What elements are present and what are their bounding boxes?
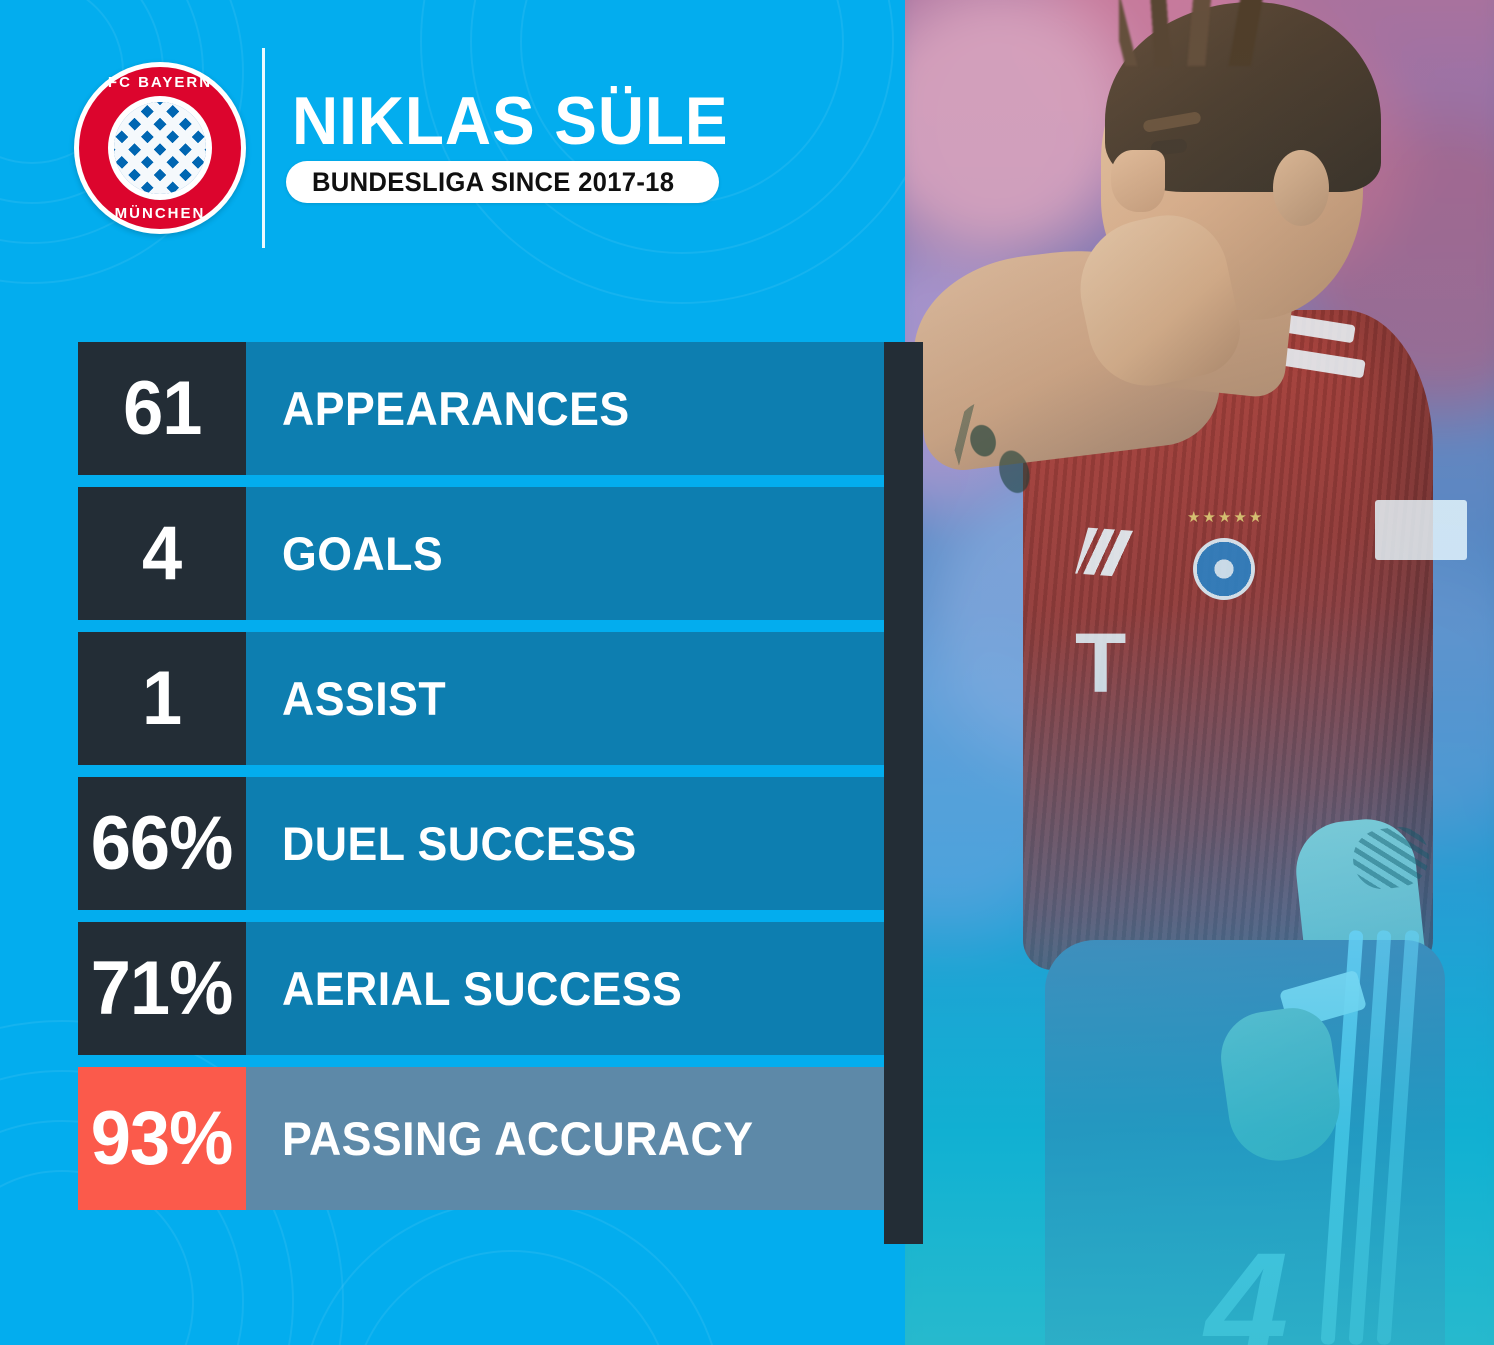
stat-label: GOALS xyxy=(282,527,444,580)
header-divider xyxy=(262,48,265,248)
stat-label: DUEL SUCCESS xyxy=(282,817,637,870)
stat-value-box: 4 xyxy=(78,487,246,620)
subtitle-badge: BUNDESLIGA SINCE 2017-18 xyxy=(286,161,720,203)
stat-label-bar: APPEARANCES xyxy=(246,342,884,475)
stat-label-bar: DUEL SUCCESS xyxy=(246,777,884,910)
stat-value-box-highlighted: 93% xyxy=(78,1067,246,1210)
photo-color-tint xyxy=(905,0,1494,1345)
stat-label-bar-highlighted: PASSING ACCURACY xyxy=(246,1067,884,1210)
stat-value: 93% xyxy=(91,1095,234,1181)
stat-value-box: 71% xyxy=(78,922,246,1055)
stat-label: PASSING ACCURACY xyxy=(282,1112,754,1165)
stats-panel: 61 APPEARANCES 4 GOALS 1 ASSIST 66% xyxy=(78,342,923,1244)
stat-label-bar: ASSIST xyxy=(246,632,884,765)
stat-value: 61 xyxy=(122,365,202,451)
stat-value: 1 xyxy=(142,655,182,741)
stat-value-box: 66% xyxy=(78,777,246,910)
stat-label: ASSIST xyxy=(282,672,447,725)
club-crest-icon: FC BAYERN MÜNCHEN xyxy=(74,62,246,234)
stat-row-highlighted: 93% PASSING ACCURACY xyxy=(78,1067,884,1210)
stat-value: 66% xyxy=(91,800,234,886)
subtitle-text: BUNDESLIGA SINCE 2017-18 xyxy=(312,166,675,197)
crest-arc-bottom-label: MÜNCHEN xyxy=(114,205,206,222)
stat-row: 71% AERIAL SUCCESS xyxy=(78,922,884,1055)
crest-arc-top-label: FC BAYERN xyxy=(107,74,213,91)
stat-label: APPEARANCES xyxy=(282,382,630,435)
stat-row: 4 GOALS xyxy=(78,487,884,620)
stat-value-box: 1 xyxy=(78,632,246,765)
stat-row: 1 ASSIST xyxy=(78,632,884,765)
stat-label-bar: GOALS xyxy=(246,487,884,620)
stat-label: AERIAL SUCCESS xyxy=(282,962,683,1015)
stats-panel-spine xyxy=(884,342,923,1244)
page-title: NIKLAS SÜLE xyxy=(292,83,729,159)
stat-value-box: 61 xyxy=(78,342,246,475)
player-photo: T ★★★★★ 4 xyxy=(905,0,1494,1345)
stat-row: 66% DUEL SUCCESS xyxy=(78,777,884,910)
stat-value: 71% xyxy=(91,945,234,1031)
stat-row: 61 APPEARANCES xyxy=(78,342,884,475)
stat-value: 4 xyxy=(142,510,182,596)
stat-label-bar: AERIAL SUCCESS xyxy=(246,922,884,1055)
